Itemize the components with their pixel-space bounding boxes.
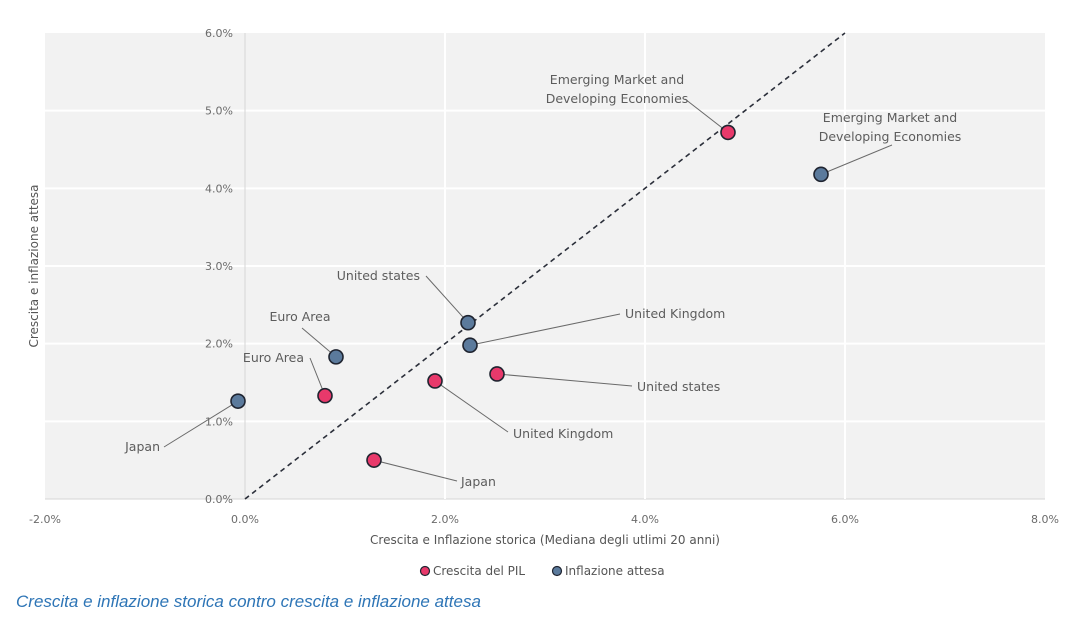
annotation-leader-line: [820, 144, 893, 175]
scatter-chart: 0.0% 1.0% 2.0% 3.0% 4.0% 5.0% 6.0% -2.0% 0.0% 2.…: [27, 27, 1059, 578]
gdp-point[interactable]: [427, 373, 443, 389]
x-axis-ticks: -2.0% 0.0% 2.0% 4.0% 6.0% 8.0%: [29, 513, 1059, 526]
point-annotation-label: Emerging Market and: [823, 110, 957, 125]
annotation-leader-line: [373, 459, 458, 482]
inflation-point[interactable]: [230, 393, 246, 409]
legend-label-gdp: Crescita del PIL: [433, 564, 525, 578]
x-tick-label: 2.0%: [431, 513, 459, 526]
y-tick-label: 4.0%: [205, 182, 233, 195]
legend: Crescita del PIL Inflazione attesa: [419, 564, 665, 578]
y-axis-title: Crescita e inflazione attesa: [27, 184, 41, 347]
point-annotation-label: Euro Area: [269, 309, 330, 324]
point-annotation-label: Developing Economies: [819, 129, 962, 144]
y-tick-label: 6.0%: [205, 27, 233, 40]
annotation-leader-line: [425, 275, 469, 324]
gdp-point[interactable]: [317, 387, 333, 404]
x-tick-label: 0.0%: [231, 513, 259, 526]
x-tick-label: 4.0%: [631, 513, 659, 526]
annotation-leader-line: [496, 373, 633, 387]
gdp-point[interactable]: [366, 452, 382, 468]
point-annotation-label: Euro Area: [243, 350, 304, 365]
x-axis-title: Crescita e Inflazione storica (Mediana d…: [370, 533, 720, 547]
annotations: Emerging Market and Developing Economies E…: [124, 72, 961, 489]
y-tick-label: 3.0%: [205, 260, 233, 273]
inflation-point[interactable]: [462, 337, 478, 354]
point-annotation-label: Emerging Market and: [550, 72, 684, 87]
gdp-point[interactable]: [720, 124, 736, 141]
inflation-point[interactable]: [813, 166, 829, 183]
inflation-point[interactable]: [328, 349, 344, 365]
point-annotation-label: Developing Economies: [546, 91, 689, 106]
y-tick-label: 0.0%: [205, 493, 233, 506]
gdp-point[interactable]: [489, 366, 505, 382]
x-tick-label: -2.0%: [29, 513, 61, 526]
inflation-point[interactable]: [460, 314, 476, 331]
legend-marker-inflation: [551, 565, 563, 577]
point-annotation-label: Japan: [124, 439, 160, 454]
y-axis-ticks: 0.0% 1.0% 2.0% 3.0% 4.0% 5.0% 6.0%: [205, 27, 233, 506]
y-tick-label: 1.0%: [205, 415, 233, 428]
grid-lines: [45, 33, 1045, 500]
legend-item-gdp[interactable]: Crescita del PIL: [419, 564, 526, 578]
annotation-leader-line: [434, 380, 509, 433]
x-tick-label: 8.0%: [1031, 513, 1059, 526]
annotation-leader-line: [684, 98, 729, 133]
y-tick-label: 5.0%: [205, 105, 233, 118]
data-points: [230, 124, 829, 468]
point-annotation-label: United Kingdom: [625, 306, 725, 321]
legend-label-inflation: Inflazione attesa: [565, 564, 665, 578]
legend-item-inflation[interactable]: Inflazione attesa: [551, 564, 665, 578]
x-tick-label: 6.0%: [831, 513, 859, 526]
reference-line-y-equals-x: [244, 32, 846, 500]
point-annotation-label: Japan: [460, 474, 496, 489]
legend-marker-gdp: [419, 565, 431, 577]
figure-caption: Crescita e inflazione storica contro cre…: [16, 592, 481, 611]
annotation-leader-line: [163, 400, 239, 448]
annotation-leaders: [163, 98, 893, 482]
point-annotation-label: United states: [637, 379, 720, 394]
point-annotation-label: United states: [337, 268, 420, 283]
y-tick-label: 2.0%: [205, 338, 233, 351]
annotation-leader-line: [469, 313, 621, 346]
point-annotation-label: United Kingdom: [513, 426, 613, 441]
